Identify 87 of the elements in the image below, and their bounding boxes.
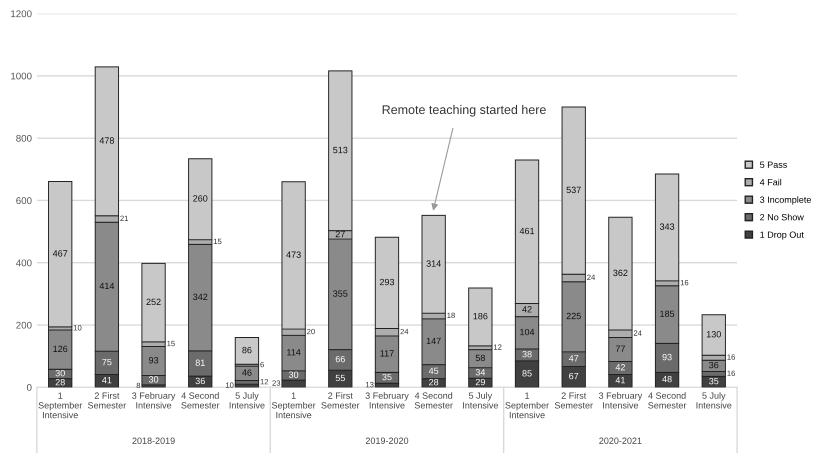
data-label: 30 [148, 376, 158, 383]
legend-label: 2 No Show [760, 214, 804, 220]
text: 2020-2021 [599, 438, 642, 444]
x-tick-label: 1 September Intensive [505, 392, 549, 418]
x-tick-label: 2 First Semester [554, 392, 593, 409]
data-label: 55 [336, 374, 345, 382]
text: 2018-2019 [132, 438, 175, 444]
x-tick-label: 3 February Intensive [598, 392, 642, 409]
data-label: 185 [660, 310, 674, 318]
data-label: 537 [566, 186, 581, 194]
data-label: 35 [709, 378, 718, 384]
x-tick-label: 1 September Intensive [38, 392, 82, 418]
x-tick-label: 2 First Semester [88, 392, 126, 409]
data-label: 93 [662, 354, 672, 360]
legend-label: 4 Fail [760, 178, 782, 186]
data-label: 414 [100, 282, 114, 290]
x-tick-label: 3 February Intensive [132, 392, 176, 409]
x-tick-label: 4 Second Semester [414, 392, 453, 409]
data-label: 126 [53, 346, 68, 352]
data-label: 45 [428, 368, 438, 374]
data-label: 355 [333, 290, 348, 297]
data-label: 30 [288, 372, 298, 378]
data-label: 58 [476, 354, 485, 362]
x-tick-label: 4 Second Semester [181, 392, 220, 409]
data-label: 467 [52, 250, 68, 257]
x-tick-label: 3 February Intensive [365, 392, 409, 409]
data-label: 75 [102, 358, 112, 366]
legend-label: 3 Incomplete [760, 196, 811, 205]
data-label: 293 [380, 278, 394, 286]
data-label: 42 [616, 364, 625, 370]
legend-label: 1 Drop Out [760, 231, 804, 240]
data-label: 225 [566, 312, 581, 320]
data-label: 85 [522, 370, 532, 376]
data-label: 48 [662, 376, 672, 382]
data-label: 478 [100, 137, 114, 144]
data-label: 314 [426, 260, 441, 267]
data-label: 77 [616, 346, 625, 352]
y-tick-label: 0 [26, 384, 32, 391]
y-tick-label: 1200 [11, 10, 32, 18]
data-label: 29 [476, 378, 485, 386]
x-tick-label: 4 Second Semester [648, 392, 686, 409]
data-label: 93 [148, 357, 158, 364]
data-label: 86 [242, 346, 252, 354]
data-label: 36 [709, 362, 718, 368]
data-label: 252 [146, 298, 161, 306]
data-label: 46 [242, 369, 252, 376]
data-label: 114 [287, 349, 301, 356]
data-label: 27 [336, 230, 345, 238]
text: 2019-2020 [366, 438, 408, 444]
x-tick-label: 5 July Intensive [230, 392, 265, 409]
data-label: 147 [426, 338, 441, 344]
data-label: 47 [568, 355, 578, 362]
data-label: 34 [476, 369, 486, 376]
data-label: 38 [522, 350, 532, 358]
data-label: 117 [380, 350, 394, 356]
data-label: 42 [522, 306, 532, 312]
data-label: 342 [193, 294, 208, 300]
data-label: 41 [102, 377, 112, 384]
x-tick-label: 5 July Intensive [696, 392, 732, 409]
data-label: 343 [660, 223, 674, 230]
data-label: 28 [429, 378, 438, 386]
data-label: 67 [569, 372, 578, 380]
data-label: 260 [193, 195, 208, 202]
data-label: 362 [613, 270, 628, 276]
y-tick-label: 600 [16, 197, 32, 204]
data-label: 41 [616, 377, 625, 384]
data-label: 473 [286, 251, 301, 258]
data-label: 513 [333, 146, 348, 154]
x-tick-label: 2 First Semester [321, 392, 360, 409]
y-tick-label: 400 [16, 259, 32, 266]
data-label: 186 [474, 312, 488, 320]
data-label: 66 [336, 356, 345, 362]
legend-label: 5 Pass [760, 162, 787, 168]
data-label: 130 [706, 331, 721, 338]
data-label: 30 [56, 370, 65, 376]
data-label: 81 [196, 360, 205, 366]
y-tick-label: 200 [16, 322, 32, 329]
y-tick-label: 800 [16, 134, 32, 142]
x-tick-label: 5 July Intensive [463, 392, 498, 409]
data-label: 104 [520, 328, 534, 336]
data-label: 36 [196, 378, 205, 384]
x-tick-label: 1 September Intensive [272, 392, 316, 418]
data-label: 35 [382, 374, 392, 380]
data-label: 461 [520, 228, 534, 234]
annotation: Remote teaching started here [382, 104, 546, 117]
y-tick-label: 1000 [11, 72, 32, 80]
data-label: 28 [56, 378, 65, 386]
